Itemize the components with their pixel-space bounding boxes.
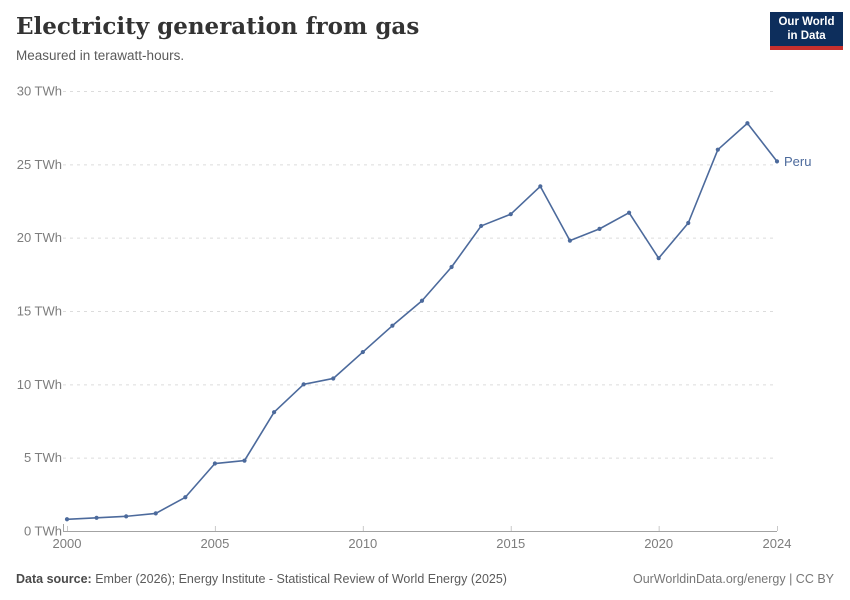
data-point[interactable] (774, 159, 780, 164)
credit-separator: | (785, 572, 796, 586)
chart-title: Electricity generation from gas (16, 13, 420, 40)
x-tick-label: 2020 (644, 536, 673, 551)
data-point[interactable] (212, 461, 218, 466)
data-point[interactable] (656, 256, 661, 261)
x-tick-label: 2010 (348, 536, 377, 551)
data-source: Data source: Ember (2026); Energy Instit… (16, 572, 507, 586)
series-label: Peru (784, 154, 811, 169)
y-tick-label: 10 TWh (17, 377, 62, 392)
y-tick-label: 5 TWh (24, 450, 62, 465)
credit-link[interactable]: OurWorldinData.org/energy (632, 572, 786, 586)
data-point[interactable] (419, 298, 425, 303)
data-point[interactable] (567, 238, 573, 243)
chart-footer: Data source: Ember (2026); Energy Instit… (16, 572, 834, 586)
owid-logo-line2: in Data (787, 30, 826, 42)
x-axis: 2000 2005 2010 2015 2020 2024 (53, 524, 792, 551)
data-point[interactable] (745, 121, 750, 126)
data-point[interactable] (153, 511, 158, 516)
x-tick-label: 2005 (200, 536, 229, 551)
y-gridlines (63, 91, 777, 459)
x-tick-label: 2024 (763, 536, 792, 551)
credit-license[interactable]: CC BY (795, 572, 834, 586)
data-source-text: Ember (2026); Energy Institute - Statist… (91, 572, 507, 586)
credit: OurWorldinData.org/energy | CC BY (633, 572, 834, 586)
data-point[interactable] (124, 514, 129, 519)
series-line[interactable] (66, 122, 778, 521)
data-point[interactable] (331, 376, 336, 381)
data-point[interactable] (183, 495, 188, 500)
y-axis-labels: 0 TWh 5 TWh 10 TWh 15 TWh 20 TWh 25 TWh 30 TWh (17, 84, 62, 539)
data-point[interactable] (390, 323, 395, 328)
chart-header: Electricity generation from gas Measured… (16, 13, 746, 63)
data-point[interactable] (538, 184, 543, 189)
y-tick-label: 20 TWh (17, 230, 62, 245)
y-tick-label: 0 TWh (24, 524, 62, 539)
data-point[interactable] (508, 212, 513, 217)
data-point[interactable] (715, 147, 720, 152)
data-point[interactable] (597, 226, 602, 231)
data-point[interactable] (449, 264, 454, 270)
data-point[interactable] (301, 382, 306, 387)
data-point[interactable] (360, 349, 365, 355)
chart-subtitle: Measured in terawatt-hours. (16, 47, 185, 63)
owid-logo-line1: Our World (778, 15, 835, 28)
y-tick-label: 15 TWh (17, 304, 62, 319)
y-tick-label: 25 TWh (17, 157, 62, 172)
owid-logo[interactable]: Our World in Data (770, 12, 843, 50)
data-point[interactable] (242, 458, 247, 463)
data-point[interactable] (94, 515, 99, 520)
x-tick-label: 2000 (53, 536, 82, 551)
data-point[interactable] (626, 210, 632, 215)
data-point[interactable] (271, 410, 277, 415)
data-point[interactable] (64, 517, 70, 522)
x-tick-label: 2015 (496, 536, 525, 551)
series-peru[interactable] (64, 121, 780, 522)
data-point[interactable] (479, 223, 484, 229)
data-source-label: Data source: (16, 572, 92, 586)
y-tick-label: 30 TWh (17, 84, 62, 99)
data-point[interactable] (686, 220, 691, 226)
